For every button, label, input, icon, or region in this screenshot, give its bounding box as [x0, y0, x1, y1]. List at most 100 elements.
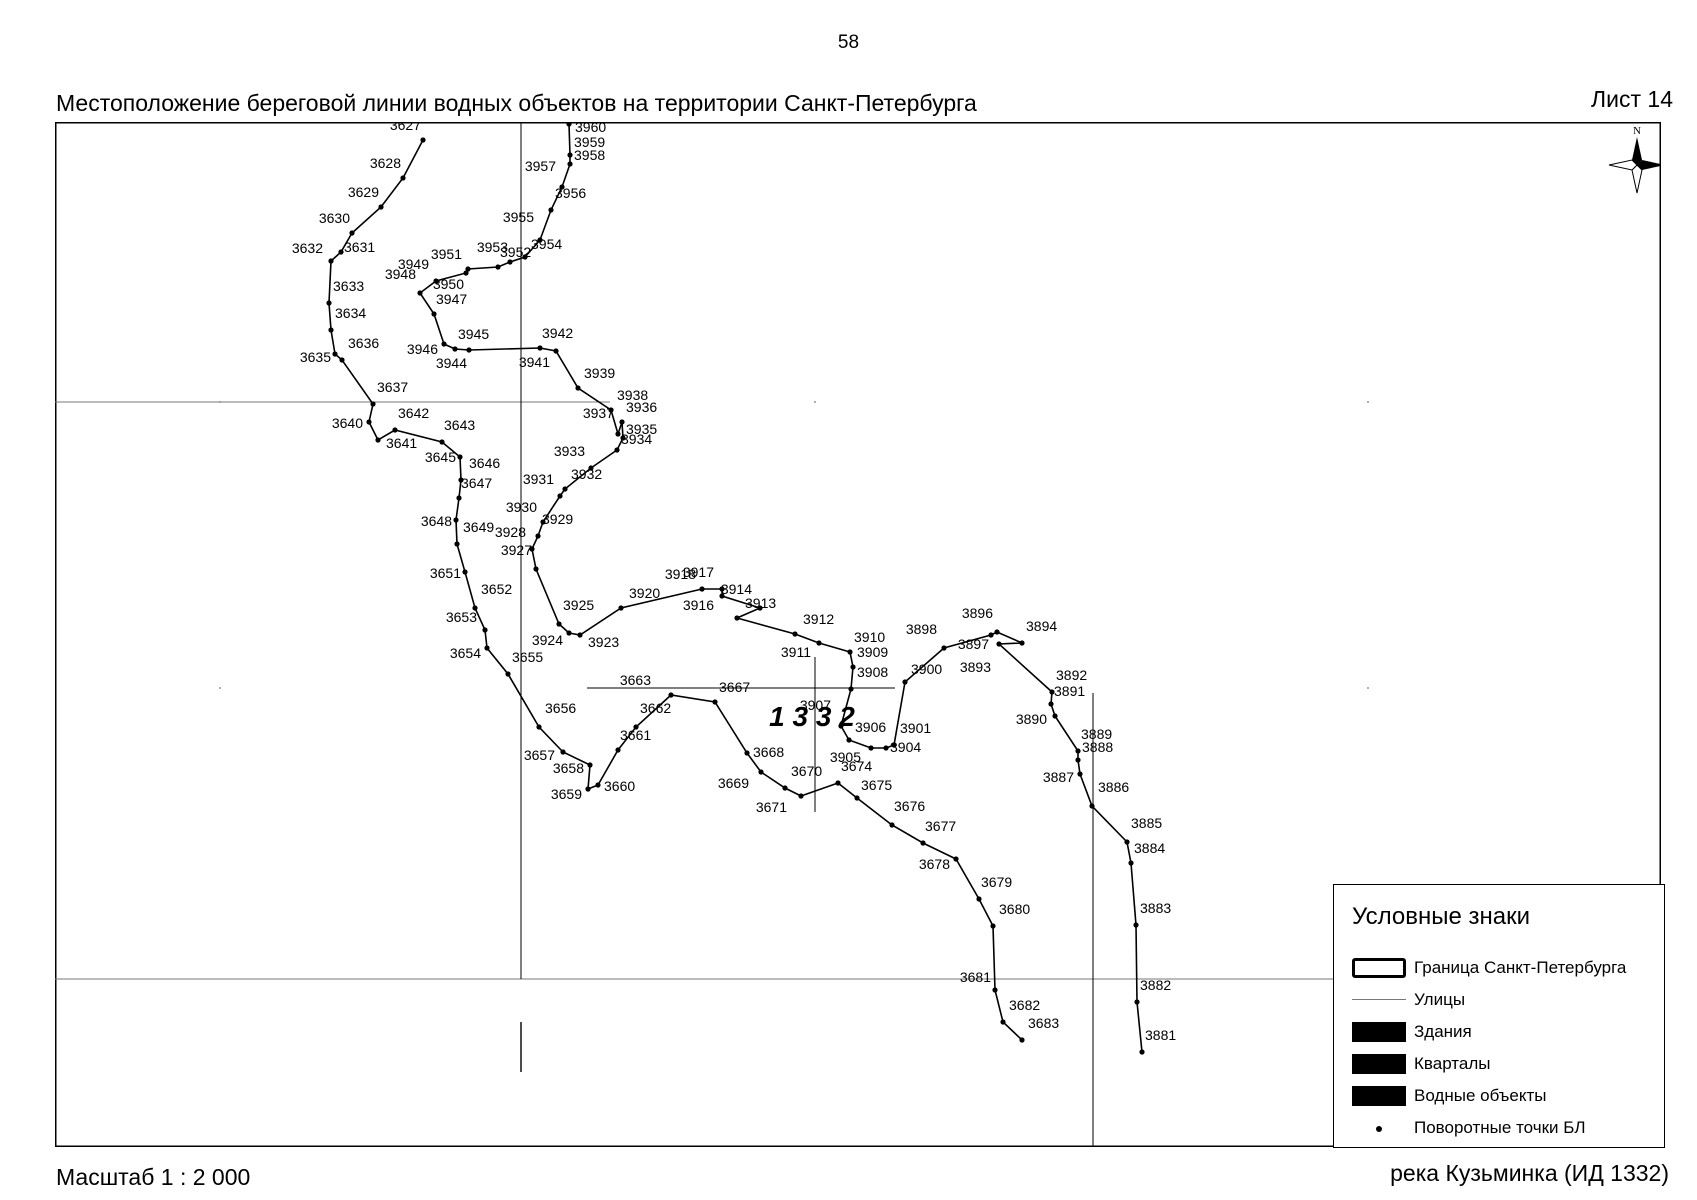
water-symbol-icon	[1352, 1086, 1406, 1106]
bank-right-point-label-3947: 3947	[436, 291, 467, 307]
bank-right-point-3952	[495, 264, 501, 270]
compass-north-label: N	[1633, 125, 1641, 137]
bank-right-point-label-3891: 3891	[1054, 683, 1085, 699]
bank-right-point-label-3945: 3945	[458, 326, 489, 342]
bank-right-point-3945	[452, 346, 458, 352]
bank-right-point-3920	[618, 605, 624, 611]
bank-right-point-3911	[816, 640, 822, 646]
bank-left-point-label-3631: 3631	[344, 239, 375, 255]
buildings-symbol-icon	[1352, 1022, 1406, 1042]
bank-right-point-3907	[838, 723, 844, 729]
bank-right-point-label-3929: 3929	[542, 511, 573, 527]
bank-right-point-label-3939: 3939	[584, 365, 615, 381]
bank-right-point-label-3941: 3941	[519, 354, 550, 370]
bank-right-point-label-3910: 3910	[854, 629, 885, 645]
bank-right-point-label-3892: 3892	[1056, 667, 1087, 683]
bank-right-point-label-3950: 3950	[433, 276, 464, 292]
bank-right-point-3959	[567, 152, 573, 158]
bank-right-point-label-3946: 3946	[407, 341, 438, 357]
bank-left-point-label-3674: 3674	[841, 758, 872, 774]
bank-right-point-label-3959: 3959	[574, 134, 605, 150]
bank-right-point-label-3886: 3886	[1098, 779, 1129, 795]
legend-label: Поворотные точки БЛ	[1414, 1118, 1586, 1137]
bank-left-point-label-3657: 3657	[524, 747, 555, 763]
bank-left-point-3640	[366, 419, 372, 425]
bank-right-point-3889	[1075, 748, 1081, 754]
bank-left-point-3654	[484, 645, 490, 651]
bank-left-point-3652	[472, 605, 478, 611]
bank-left-point-label-3642: 3642	[398, 405, 429, 421]
bank-right-point-3898	[941, 645, 947, 651]
bank-left-point-label-3654: 3654	[450, 645, 481, 661]
bank-right-point-label-3960: 3960	[575, 122, 606, 135]
bank-right-point-label-3916: 3916	[683, 597, 714, 613]
bank-left-point-3670	[782, 785, 788, 791]
bank-right-point-3951	[465, 266, 471, 272]
bank-left-point-3643	[439, 439, 445, 445]
bank-left-point-label-3648: 3648	[421, 513, 452, 529]
bank-right-point-label-3954: 3954	[531, 236, 562, 252]
bank-left-point-label-3636: 3636	[348, 335, 379, 351]
bank-left-point-3659	[585, 786, 591, 792]
bank-left-point-3656	[536, 724, 542, 730]
bank-left-point-3648	[453, 517, 459, 523]
bank-right-point-label-3898: 3898	[906, 621, 937, 637]
bank-left-point-label-3681: 3681	[960, 969, 991, 985]
map-frame[interactable]: 3627 3628 3629 3630 3631 3632 3633 3634 3635 3636…	[55, 122, 1661, 1147]
bank-right-point-label-3912: 3912	[803, 611, 834, 627]
bank-right-point-3894	[1019, 640, 1025, 646]
bank-left-point-label-3651: 3651	[430, 565, 461, 581]
bank-right-point-label-3948: 3948	[385, 266, 416, 282]
bank-right-point-3939	[575, 385, 581, 391]
bank-left-point-3661	[615, 747, 621, 753]
bank-right-point-label-3890: 3890	[1016, 711, 1047, 727]
boundary-symbol-icon	[1352, 958, 1406, 978]
legend-item-boundary: Граница Санкт-Петербурга	[1352, 955, 1662, 981]
blocks-symbol-icon	[1352, 1054, 1406, 1074]
bank-right-point-label-3936: 3936	[626, 399, 657, 415]
bank-right-point-label-3957: 3957	[525, 158, 556, 174]
bank-right-point-3918	[699, 586, 705, 592]
bank-left-point-label-3630: 3630	[319, 210, 350, 226]
bank-right-point-3881	[1139, 1049, 1145, 1055]
bank-left-point-3655	[505, 671, 511, 677]
bank-left-point-label-3670: 3670	[791, 763, 822, 779]
bank-right-point-label-3928: 3928	[495, 524, 526, 540]
bank-left-point-3642	[392, 427, 398, 433]
bank-right-point-label-3953: 3953	[477, 239, 508, 255]
bank-right-point-label-3925: 3925	[563, 597, 594, 613]
grid-ticks	[219, 401, 1369, 689]
bank-right-point-label-3900: 3900	[911, 661, 942, 677]
bank-left-point-3653	[482, 627, 488, 633]
bank-right-point-3913	[734, 615, 740, 621]
bank-left-point-label-3669: 3669	[718, 775, 749, 791]
bank-right-point-3957	[559, 184, 565, 190]
bank-left-point-3629	[378, 204, 384, 210]
bank-left-point-label-3682: 3682	[1009, 997, 1040, 1013]
bank-right-point-label-3931: 3931	[523, 471, 554, 487]
legend-label: Здания	[1414, 1022, 1472, 1041]
bank-left-point-3680	[990, 923, 996, 929]
legend-item-blocks: Кварталы	[1352, 1051, 1662, 1077]
bank-right-point-3892	[1049, 689, 1055, 695]
river-label: река Кузьминка (ИД 1332)	[1390, 1160, 1669, 1186]
point-symbol-icon	[1376, 1126, 1382, 1132]
bank-right-point-label-3932: 3932	[571, 466, 602, 482]
bank-left-point-3636	[339, 357, 345, 363]
map-canvas[interactable]: 3627 3628 3629 3630 3631 3632 3633 3634 3635 3636…	[55, 122, 1661, 1147]
turning-points-layer: 3627 3628 3629 3630 3631 3632 3633 3634 3635 3636…	[292, 122, 1176, 1055]
bank-right-point-label-3924: 3924	[532, 632, 563, 648]
bank-right-point-3935	[620, 435, 626, 441]
map-title: Местоположение береговой линии водных об…	[56, 90, 977, 116]
bank-right-point-3949	[433, 278, 439, 284]
bank-left-point-3667	[712, 699, 718, 705]
bank-left-point-3660	[595, 782, 601, 788]
bank-right-point-label-3923: 3923	[588, 634, 619, 650]
bank-right-point-3948	[417, 290, 423, 296]
bank-right-line	[418, 123, 1143, 1053]
bank-right-point-3950	[463, 270, 469, 276]
bank-right-point-label-3951: 3951	[431, 246, 462, 262]
bank-left-point-3646	[458, 477, 464, 483]
bank-right-point-label-3952: 3952	[500, 244, 531, 260]
bank-left-point-3682	[1000, 1019, 1006, 1025]
